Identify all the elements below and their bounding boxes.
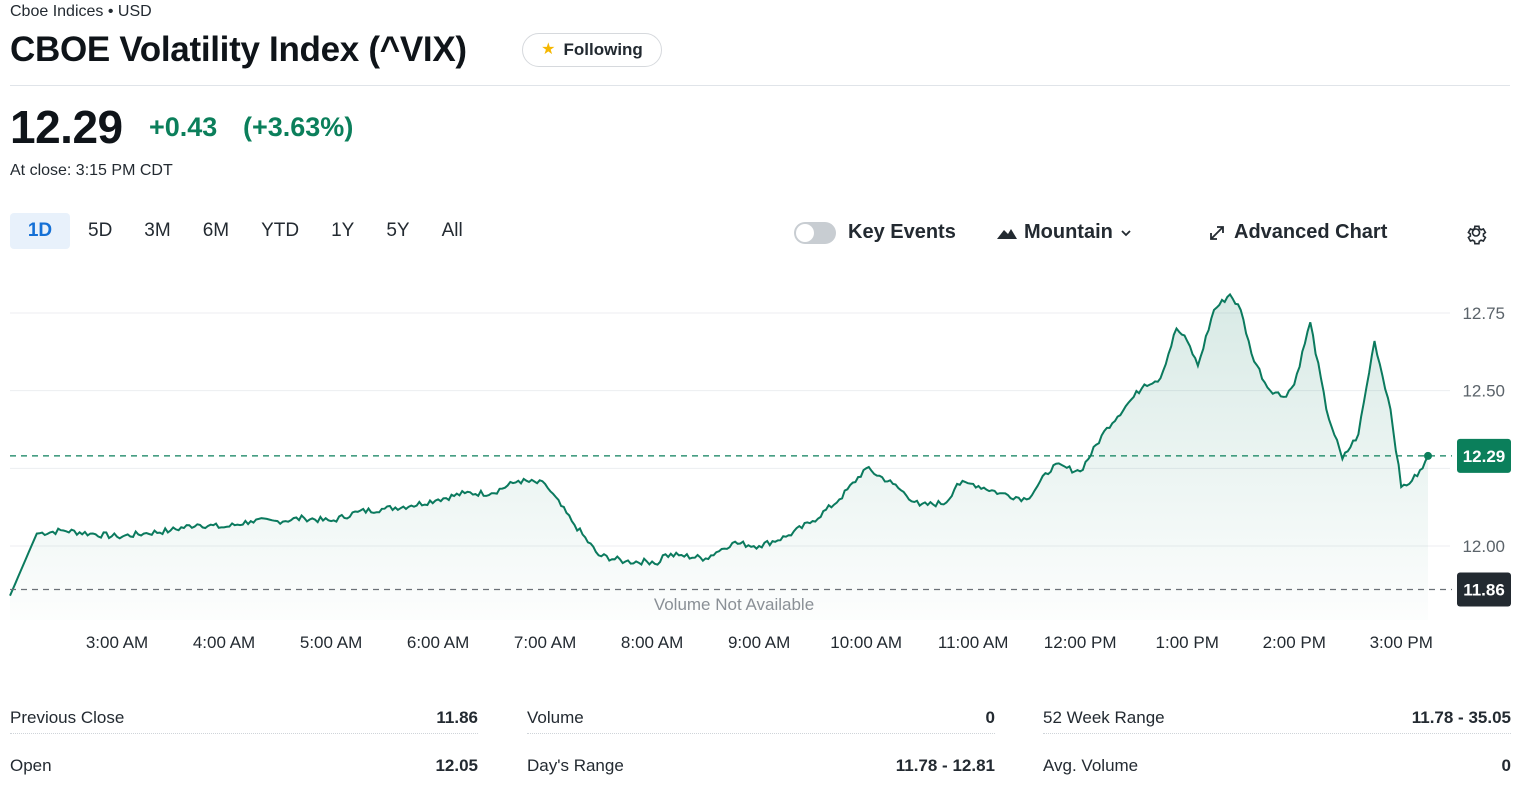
stat-days-range: Day's Range 11.78 - 12.81 [527,756,995,776]
range-tab-1d[interactable]: 1D [10,213,70,249]
stat-previous-close: Previous Close 11.86 [10,708,478,728]
advanced-chart-button[interactable]: Advanced Chart [1208,221,1387,244]
range-tab-5d[interactable]: 5D [88,220,113,241]
range-tab-3m[interactable]: 3M [144,220,171,241]
stat-avg-volume: Avg. Volume 0 [1043,756,1511,776]
advanced-chart-label: Advanced Chart [1234,221,1388,243]
range-tab-ytd[interactable]: YTD [261,220,300,241]
stat-value: 12.05 [435,756,478,775]
x-tick-label: 5:00 AM [300,633,362,652]
range-tab-6m[interactable]: 6M [202,220,230,241]
stat-open: Open 12.05 [10,756,478,776]
follow-button[interactable]: ★ Following [522,33,662,67]
range-tab-1y[interactable]: 1Y [331,220,355,241]
stat-label: Open [10,756,52,775]
x-tick-label: 11:00 AM [938,633,1009,652]
x-tick-label: 3:00 PM [1370,633,1433,652]
chart-type-label: Mountain [1024,221,1113,243]
expand-icon [1210,225,1224,240]
stat-value: 11.78 - 12.81 [895,756,995,775]
price: 12.29 [10,101,123,153]
stat-value: 11.78 - 35.05 [1411,708,1511,727]
gear-icon[interactable] [1464,222,1488,246]
x-tick-label: 12:00 PM [1044,633,1117,652]
price-change-percent: (+3.63%) [243,112,354,142]
range-tab-all[interactable]: All [441,220,463,241]
stat-label: Previous Close [10,708,125,727]
page-title: CBOE Volatility Index (^VIX) [10,30,467,69]
close-time: At close: 3:15 PM CDT [10,162,173,179]
range-tab-5y[interactable]: 5Y [386,220,410,241]
x-tick-label: 6:00 AM [407,633,469,652]
range-tabs: 1D 5D 3M 6M YTD 1Y 5Y All [10,213,481,249]
x-tick-label: 2:00 PM [1263,633,1326,652]
stat-label: Avg. Volume [1043,756,1139,775]
key-events-toggle[interactable]: Key Events [794,221,956,244]
follow-label: Following [563,40,643,59]
stat-label: 52 Week Range [1043,708,1165,727]
stat-value: 0 [985,708,995,727]
stat-divider [10,733,478,735]
toggle-switch[interactable] [794,221,836,244]
stat-value: 11.86 [436,708,478,727]
stat-divider [527,733,995,735]
previous-close-badge-bg [1457,572,1511,607]
x-tick-label: 10:00 AM [830,633,902,652]
stat-52-week-range: 52 Week Range 11.78 - 35.05 [1043,708,1511,728]
chart-type-dropdown[interactable]: Mountain [996,221,1133,244]
mountain-icon [997,228,1017,239]
last-point-marker [1424,451,1432,460]
price-line [9,292,1429,597]
price-change: +0.43 [149,112,218,142]
y-tick-label: 12.00 [1462,537,1505,556]
header-divider [10,85,1510,86]
star-icon: ★ [541,41,556,58]
price-chart[interactable]: 12.75 12.50 12.00 12.29 11.86 Volume Not Avai… [0,260,1519,660]
x-tick-label: 1:00 PM [1156,633,1219,652]
stat-value: 0 [1501,756,1511,775]
previous-close-badge: 11.86 [1463,580,1505,599]
x-tick-label: 4:00 AM [193,633,255,652]
stat-label: Day's Range [527,756,624,775]
x-tick-label: 7:00 AM [514,633,576,652]
key-events-label: Key Events [848,221,956,243]
stat-divider [1043,733,1511,735]
chevron-down-icon [1121,229,1131,236]
x-tick-label: 8:00 AM [621,633,683,652]
last-price-badge: 12.29 [1463,447,1506,466]
last-price-badge-bg [1457,438,1511,473]
x-tick-label: 9:00 AM [728,633,790,652]
volume-note: Volume Not Available [654,595,814,614]
area-fill [10,294,1428,620]
y-tick-label: 12.50 [1462,382,1505,401]
stat-volume: Volume 0 [527,708,995,728]
stat-label: Volume [527,708,584,727]
y-tick-label: 12.75 [1462,304,1505,323]
x-tick-label: 3:00 AM [86,633,148,652]
exchange-label: Cboe Indices • USD [10,3,152,20]
